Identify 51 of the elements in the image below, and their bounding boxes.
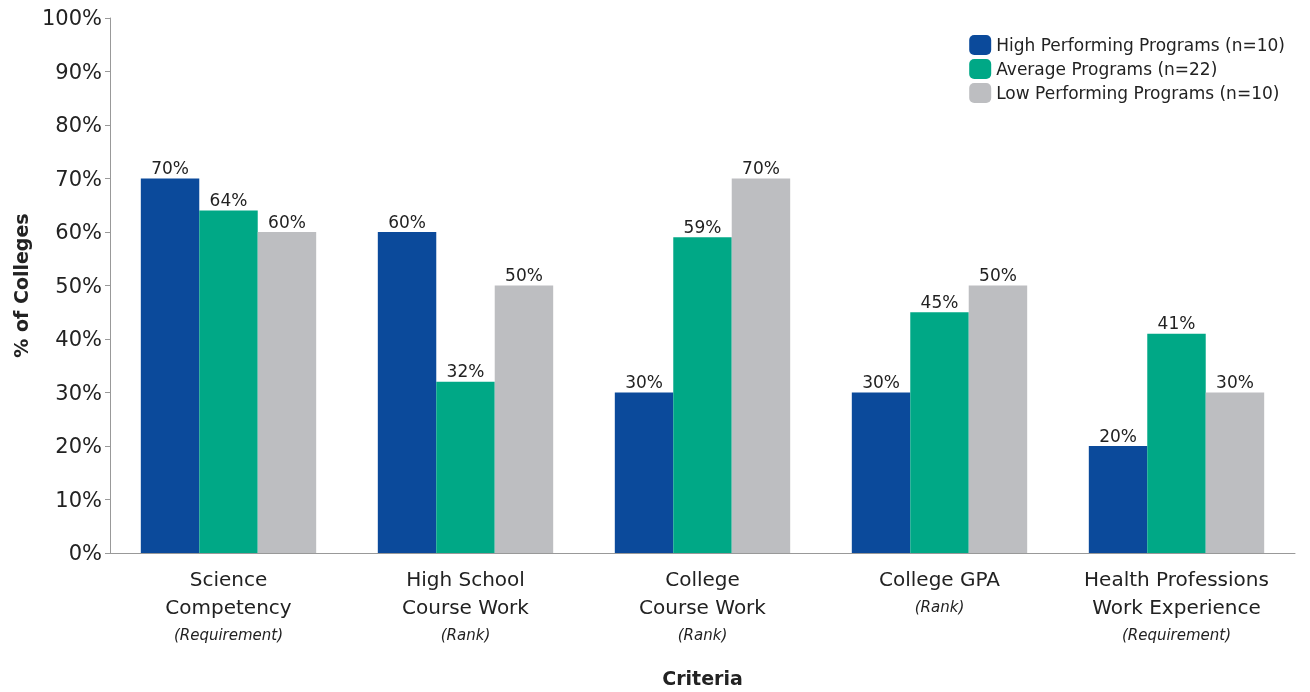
data-label: 30% — [625, 372, 663, 392]
bar — [1205, 392, 1265, 553]
y-tick-label: 20% — [55, 434, 102, 458]
bar — [1147, 333, 1206, 553]
bar — [910, 312, 969, 553]
legend-label: High Performing Programs (n=10) — [996, 35, 1286, 55]
data-label: 41% — [1157, 313, 1196, 334]
bar — [436, 381, 495, 553]
data-label: 60% — [388, 211, 426, 232]
legend-label: Low Performing Programs (n=10) — [996, 83, 1280, 103]
data-label: 70% — [742, 158, 780, 178]
data-label: 45% — [920, 291, 959, 312]
data-label: 50% — [505, 265, 543, 285]
y-tick-label: 50% — [55, 273, 102, 298]
data-label: 30% — [862, 372, 900, 392]
y-tick-label: 40% — [55, 327, 102, 351]
x-tick-label: College Course Work (Rank) — [639, 567, 767, 644]
x-tick-label: High School Course Work (Rank) — [402, 567, 530, 644]
y-axis-title: % of Colleges — [9, 213, 32, 358]
y-tick-label: 30% — [55, 380, 102, 405]
data-label: 59% — [683, 216, 722, 237]
y-tick-label: 70% — [55, 166, 102, 191]
data-label: 64% — [209, 190, 248, 211]
data-label: 30% — [1216, 372, 1254, 392]
data-label: 60% — [268, 211, 306, 232]
data-label: 20% — [1099, 425, 1137, 446]
y-tick-label: 90% — [55, 59, 102, 84]
y-tick-label: 0% — [68, 541, 102, 565]
data-label: 70% — [151, 158, 189, 178]
x-axis-title: Criteria — [662, 666, 743, 689]
y-tick-label: 100% — [41, 6, 102, 30]
x-tick-label: College GPA (Rank) — [879, 567, 1001, 616]
x-tick-label: Health Professions Work Experience (Requirement) — [1084, 567, 1269, 644]
bar — [257, 232, 317, 553]
bar — [199, 210, 258, 553]
x-tick-label: Science Competency (Requirement) — [165, 567, 292, 644]
data-label: 50% — [979, 265, 1017, 285]
bar — [968, 285, 1028, 553]
bar — [673, 237, 732, 553]
bar — [614, 392, 674, 553]
legend-label: Average Programs (n=22) — [996, 59, 1218, 79]
y-tick-label: 10% — [55, 487, 102, 512]
bar — [494, 285, 554, 553]
bar — [1088, 446, 1148, 553]
bar — [851, 392, 911, 553]
bar — [731, 178, 791, 553]
y-tick-label: 80% — [55, 113, 102, 137]
bar — [140, 178, 200, 553]
data-label: 32% — [446, 361, 485, 382]
y-tick-label: 60% — [55, 220, 102, 244]
bar — [377, 232, 437, 553]
